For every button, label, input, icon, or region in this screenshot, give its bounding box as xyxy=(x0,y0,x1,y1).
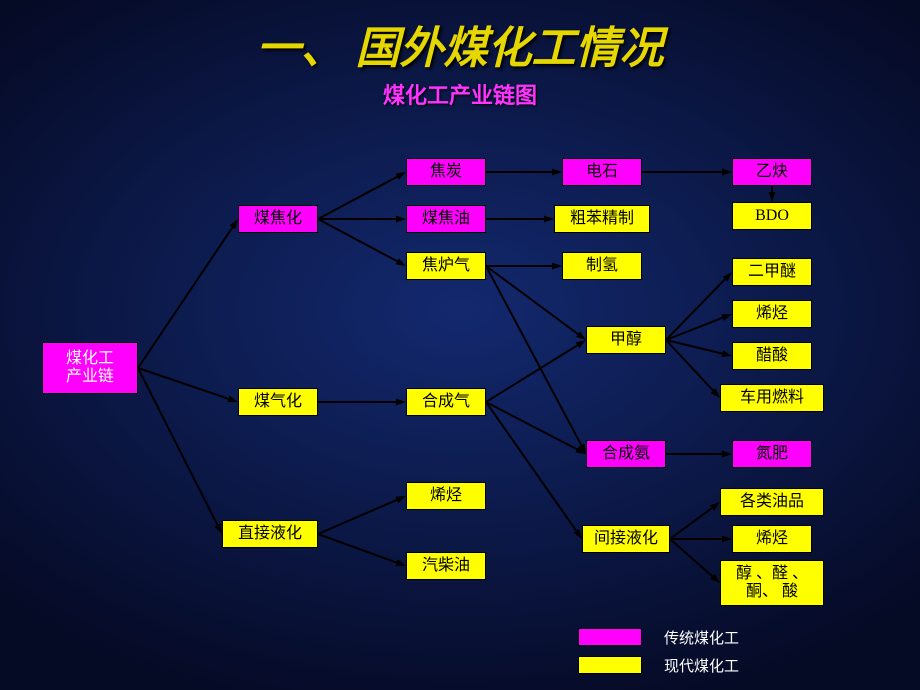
node-cqts: 醇 、醛 、 酮、 酸 xyxy=(720,560,824,606)
slide-subtitle: 煤化工产业链图 xyxy=(0,78,920,110)
node-hcq: 合成气 xyxy=(406,388,486,416)
node-hca: 合成氨 xyxy=(586,440,666,468)
node-cs: 醋酸 xyxy=(732,342,812,370)
node-xt2: 烯烃 xyxy=(732,300,812,328)
node-mqh: 煤气化 xyxy=(238,388,318,416)
node-df: 氮肥 xyxy=(732,440,812,468)
node-jt: 焦炭 xyxy=(406,158,486,186)
node-zjyh: 直接液化 xyxy=(222,520,318,548)
node-zq: 制氢 xyxy=(562,252,642,280)
legend-label-0: 传统煤化工 xyxy=(664,627,739,648)
legend-swatch-0 xyxy=(578,628,642,646)
node-mjh: 煤焦化 xyxy=(238,205,318,233)
node-xt1: 烯烃 xyxy=(406,482,486,510)
node-jjyh: 间接液化 xyxy=(582,525,670,553)
node-ds: 电石 xyxy=(562,158,642,186)
node-cyrl: 车用燃料 xyxy=(720,384,824,412)
node-jlq: 焦炉气 xyxy=(406,252,486,280)
diagram-canvas: 一、 国外煤化工情况 煤化工产业链图 煤化工 产业链 煤焦化煤气化直接液化 焦炭煤焦… xyxy=(0,0,920,690)
legend-label-1: 现代煤化工 xyxy=(664,655,739,676)
slide-title: 一、 国外煤化工情况 xyxy=(0,12,920,76)
node-xt3: 烯烃 xyxy=(732,525,812,553)
node-cbjz: 粗苯精制 xyxy=(554,205,650,233)
legend-swatch-1 xyxy=(578,656,642,674)
node-yq: 乙炔 xyxy=(732,158,812,186)
node-glyp: 各类油品 xyxy=(720,488,824,516)
node-mjy: 煤焦油 xyxy=(406,205,486,233)
node-ejm: 二甲醚 xyxy=(732,258,812,286)
node-jchun: 甲醇 xyxy=(586,326,666,354)
node-qcy: 汽柴油 xyxy=(406,552,486,580)
node-bdo: BDO xyxy=(732,202,812,230)
node-root: 煤化工 产业链 xyxy=(42,342,138,394)
